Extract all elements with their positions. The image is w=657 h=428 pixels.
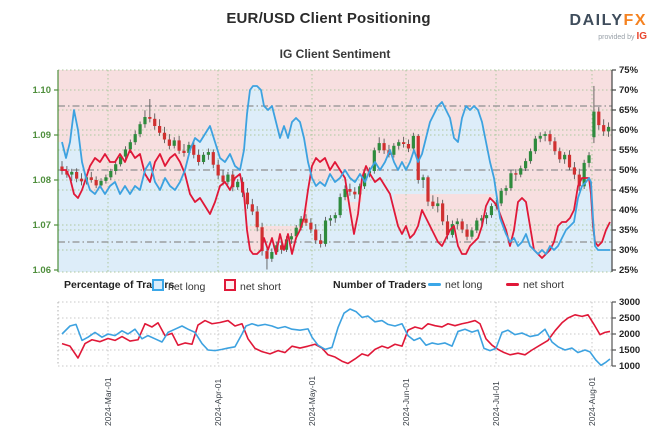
date-label: 2024-Apr-01 — [213, 378, 223, 426]
pct-tick-label: 30% — [619, 245, 639, 256]
legend-pct-group-label: Percentage of Traders — [64, 279, 175, 291]
reference-lines — [58, 105, 612, 243]
legend-num-net-long: net long — [428, 279, 482, 291]
pct-tick-label: 70% — [619, 85, 639, 96]
legend-num-group-label: Number of Traders — [333, 279, 427, 291]
dailyfx-logo: DAILYFX provided by IG — [570, 13, 647, 42]
date-label: 2024-Aug-01 — [587, 377, 597, 426]
sentiment-lines — [61, 85, 611, 259]
net-short-pct-line — [62, 149, 611, 259]
pct-tick-label: 35% — [619, 225, 639, 236]
price-tick-label: 1.10 — [33, 85, 52, 96]
date-axis-labels: 2024-Mar-01 2024-Apr-01 2024-May-01 2024-Ju… — [103, 376, 597, 426]
traders-count-chart: 3000 2500 2000 1500 1000 — [57, 297, 640, 372]
date-label: 2024-Mar-01 — [103, 377, 113, 426]
traders-net-long-line — [61, 308, 611, 367]
page-title: EUR/USD Client Positioning — [226, 10, 431, 27]
net-long-line-swatch — [428, 283, 441, 286]
net-short-square-swatch — [224, 279, 236, 291]
dailyfx-logo-text: DAILYFX — [569, 12, 647, 29]
count-tick-label: 2500 — [619, 313, 640, 324]
price-tick-label: 1.07 — [33, 220, 52, 231]
pct-tick-label: 45% — [619, 185, 639, 196]
price-tick-label: 1.08 — [33, 175, 52, 186]
net-short-line-swatch — [506, 283, 519, 286]
net-long-square-swatch — [152, 279, 164, 291]
chart-subtitle: IG Client Sentiment — [279, 47, 391, 61]
pct-tick-label: 50% — [619, 165, 639, 176]
date-label: 2024-Jul-01 — [491, 381, 501, 426]
pct-tick-label: 55% — [619, 145, 639, 156]
gridlines — [58, 70, 612, 272]
legend-pct-net-short: net short — [224, 279, 281, 293]
legend-num-net-short: net short — [506, 279, 564, 291]
traders-net-short-line — [61, 313, 611, 365]
pct-tick-label: 75% — [619, 65, 639, 76]
pct-tick-label: 60% — [619, 125, 639, 136]
legend: Percentage of Traders net long net short… — [0, 279, 657, 295]
count-tick-label: 2000 — [619, 329, 640, 340]
net-long-pct-line — [61, 85, 610, 255]
candlesticks — [60, 85, 611, 270]
date-label: 2024-Jun-01 — [401, 378, 411, 426]
price-tick-label: 1.06 — [33, 265, 52, 276]
count-tick-label: 3000 — [619, 297, 640, 308]
count-tick-label: 1000 — [619, 361, 640, 372]
legend-pct-net-long: net long — [152, 279, 205, 293]
date-label: 2024-May-01 — [307, 376, 317, 426]
provided-by-ig: provided by IG — [598, 31, 647, 42]
pct-tick-label: 65% — [619, 105, 639, 116]
main-axes: 1.10 1.09 1.08 1.07 1.06 75% 70% 65% 60% 55% 50% 45… — [33, 65, 639, 276]
pct-tick-label: 40% — [619, 205, 639, 216]
pct-tick-label: 25% — [619, 265, 639, 276]
count-tick-label: 1500 — [619, 345, 640, 356]
price-tick-label: 1.09 — [33, 130, 52, 141]
